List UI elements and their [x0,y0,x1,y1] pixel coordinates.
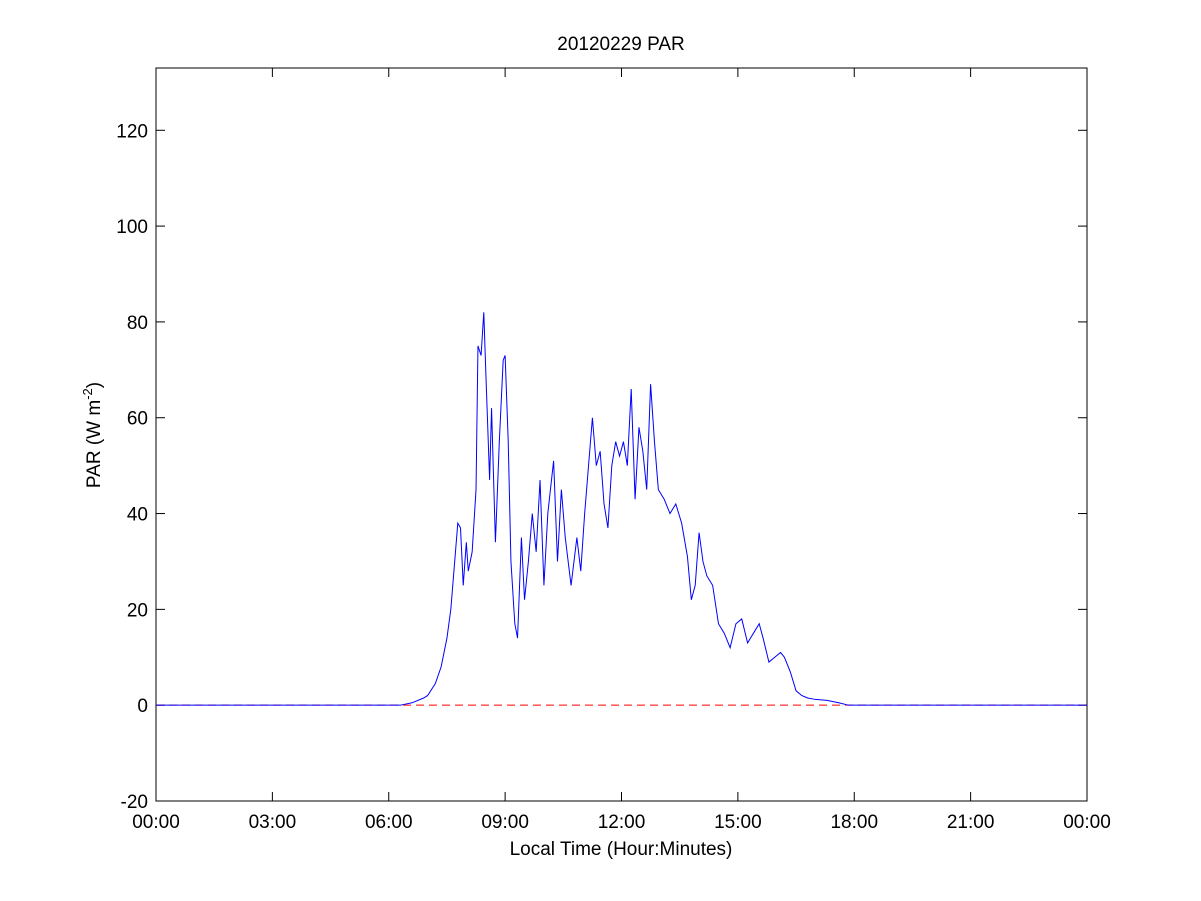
plot-area [155,67,1088,802]
data-line [156,312,1087,706]
y-label-end: ) [84,382,105,388]
x-tick-label: 09:00 [481,812,529,833]
x-tick-label: 18:00 [830,812,878,833]
y-tick-label: 20 [127,600,148,621]
x-tick-label: 12:00 [598,812,646,833]
y-tick-label: 120 [116,121,148,142]
x-tick-label: 06:00 [365,812,413,833]
y-label-main: PAR (W m [84,400,105,488]
x-tick-label: 15:00 [714,812,762,833]
chart-title: 20120229 PAR [557,34,684,55]
x-axis-label: Local Time (Hour:Minutes) [510,839,733,860]
y-tick-label: 40 [127,505,148,526]
x-tick-label: 00:00 [1063,812,1111,833]
y-tick-label: 80 [127,313,148,334]
y-axis-label: PAR (W m-2) [80,382,105,488]
x-tick-label: 21:00 [947,812,995,833]
y-tick-label: 60 [127,409,148,430]
x-tick-label: 00:00 [132,812,180,833]
y-tick-label: 100 [116,217,148,238]
x-tick-label: 03:00 [249,812,297,833]
y-tick-label: 0 [137,696,148,717]
y-label-exponent: -2 [80,388,95,400]
y-tick-label: -20 [121,792,148,813]
